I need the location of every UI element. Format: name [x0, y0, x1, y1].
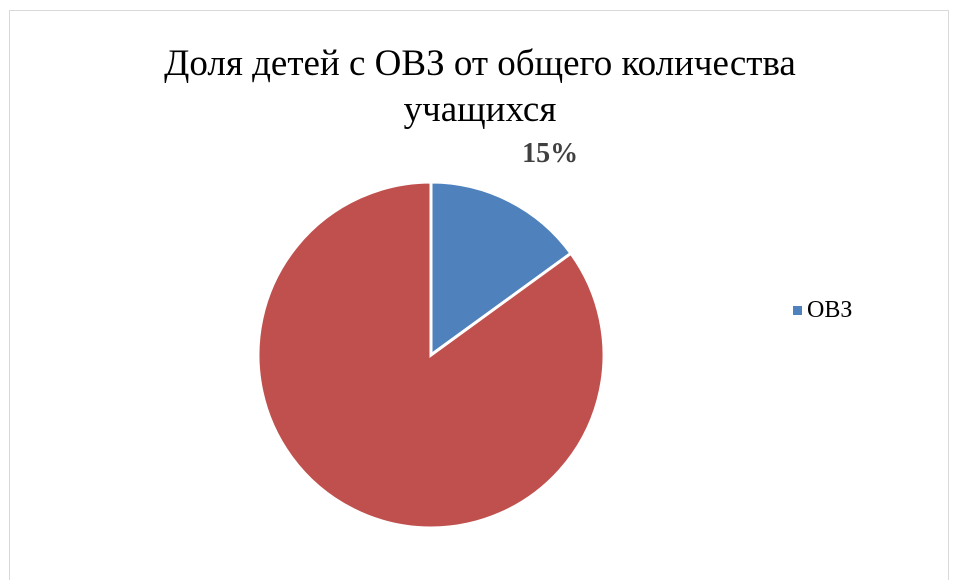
pie-chart: 15% [256, 138, 606, 530]
chart-title-line-1: Доля детей с ОВЗ от общего количества [164, 43, 796, 84]
pie-slice-ovz [429, 180, 574, 358]
chart-title: Доля детей с ОВЗ от общего количества уч… [10, 41, 950, 133]
chart-area: Доля детей с ОВЗ от общего количества уч… [9, 10, 949, 580]
legend-swatch-ovz [793, 305, 802, 315]
data-label-ovz: 15% [522, 138, 578, 169]
chart-title-line-2: учащихся [403, 89, 557, 130]
legend-label-ovz: ОВЗ [807, 296, 853, 323]
legend: ОВЗ [793, 295, 852, 325]
pie-slice-other [256, 180, 606, 530]
